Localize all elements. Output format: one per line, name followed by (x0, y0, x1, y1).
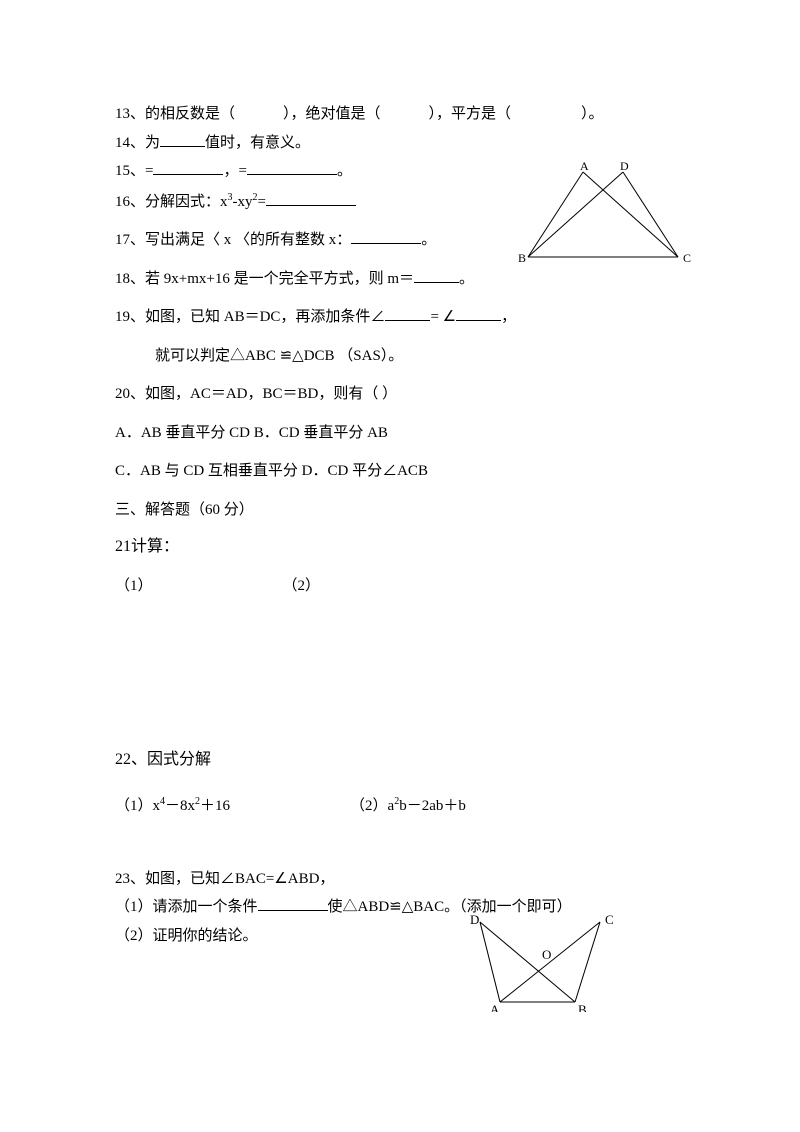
fig2-labelB: B (578, 1002, 587, 1012)
q22-sub2-pre: （2）a (350, 798, 394, 814)
q22-sub2-mid: b－2ab＋b (399, 798, 466, 814)
q22-title: 22、因式分解 (115, 745, 685, 775)
q21-subs: （1） （2） (115, 574, 685, 595)
q22-sub1: （1）x4－8x2＋16 (115, 794, 230, 815)
q23-l2-pre: （1）请添加一个条件 (115, 899, 258, 915)
fig2-labelO: O (542, 947, 551, 962)
q13-text: 13、的相反数是（ (115, 106, 235, 122)
q13-mid1: ），绝对值是（ (283, 106, 381, 122)
q15-end: 。 (337, 163, 352, 179)
q18: 18、若 9x+mx+16 是一个完全平方式，则 m＝ 。 (115, 265, 685, 294)
q22-sub1-end: ＋16 (200, 798, 230, 814)
q22-sub1-mid: －8x (165, 798, 195, 814)
fig1-labelD: D (620, 162, 629, 173)
figure-triangles-q19: A D B C (513, 162, 693, 267)
q21-sub2: （2） (283, 574, 321, 595)
q22-subs: （1）x4－8x2＋16 （2）a2b－2ab＋b (115, 794, 685, 815)
document-content: 13、的相反数是（ ），绝对值是（ ），平方是（ ）。 14、为 值时，有意义。 15、… (115, 100, 685, 950)
q19-l1-prefix: 19、如图，已知 AB＝DC，再添加条件∠ (115, 309, 385, 325)
q20: 20、如图，AC＝AD，BC＝BD，则有（ ） (115, 380, 685, 409)
fig1-labelB: B (518, 251, 526, 265)
q21-sub1: （1） (115, 574, 153, 595)
fig2-labelC: C (605, 912, 614, 927)
q15-mid: ，= (223, 163, 246, 179)
q19-line1: 19、如图，已知 AB＝DC，再添加条件∠ = ∠ ， (115, 303, 685, 332)
fig1-labelA: A (580, 162, 589, 173)
q13-mid2: ），平方是（ (429, 106, 512, 122)
q19-l1-end: ， (501, 309, 516, 325)
q13: 13、的相反数是（ ），绝对值是（ ），平方是（ ）。 (115, 100, 685, 129)
q14-prefix: 14、为 (115, 135, 160, 151)
q22-sub1-pre: （1）x (115, 798, 160, 814)
q19-line2: 就可以判定△ABC ≌△DCB （SAS）。 (115, 342, 685, 371)
q18-prefix: 18、若 9x+mx+16 是一个完全平方式，则 m＝ (115, 271, 414, 287)
q13-end: ）。 (581, 106, 604, 122)
q23-line1: 23、如图，已知∠BAC=∠ABD， (115, 865, 685, 894)
q16-mid: -xy (233, 194, 253, 210)
section3: 三、解答题（60 分） (115, 496, 685, 525)
q20-optA: A．AB 垂直平分 CD B．CD 垂直平分 AB (115, 419, 685, 448)
q16-prefix: 16、分解因式：x (115, 194, 228, 210)
q21-title: 21计算： (115, 532, 685, 562)
q15-prefix: 15、= (115, 163, 153, 179)
q17-prefix: 17、写出满足〈 x 〈的所有整数 x： (115, 232, 351, 248)
figure-triangles-q23: D C A B O (460, 912, 625, 1012)
q19-l1-mid: = ∠ (430, 309, 456, 325)
q14-suffix: 值时，有意义。 (205, 135, 310, 151)
q18-end: 。 (459, 271, 474, 287)
fig2-labelA: A (490, 1002, 500, 1012)
q14: 14、为 值时，有意义。 (115, 129, 685, 158)
q16-eq: = (258, 194, 266, 210)
q22-sub2: （2）a2b－2ab＋b (350, 794, 466, 815)
q20-optC: C．AB 与 CD 互相垂直平分 D．CD 平分∠ACB (115, 457, 685, 486)
fig1-labelC: C (683, 251, 691, 265)
q17-end: 。 (421, 232, 436, 248)
fig2-labelD: D (470, 912, 479, 927)
